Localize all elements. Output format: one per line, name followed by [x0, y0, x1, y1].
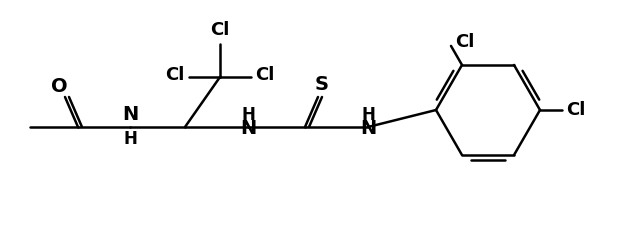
Text: S: S [315, 75, 329, 95]
Text: Cl: Cl [165, 66, 185, 84]
Text: H: H [361, 106, 375, 124]
Text: Cl: Cl [211, 21, 230, 39]
Text: N: N [360, 120, 376, 138]
Text: N: N [240, 120, 256, 138]
Text: O: O [51, 76, 67, 96]
Text: H: H [241, 106, 255, 124]
Text: Cl: Cl [255, 66, 275, 84]
Text: N: N [122, 106, 138, 124]
Text: Cl: Cl [455, 33, 475, 51]
Text: Cl: Cl [566, 101, 586, 119]
Text: H: H [123, 130, 137, 148]
